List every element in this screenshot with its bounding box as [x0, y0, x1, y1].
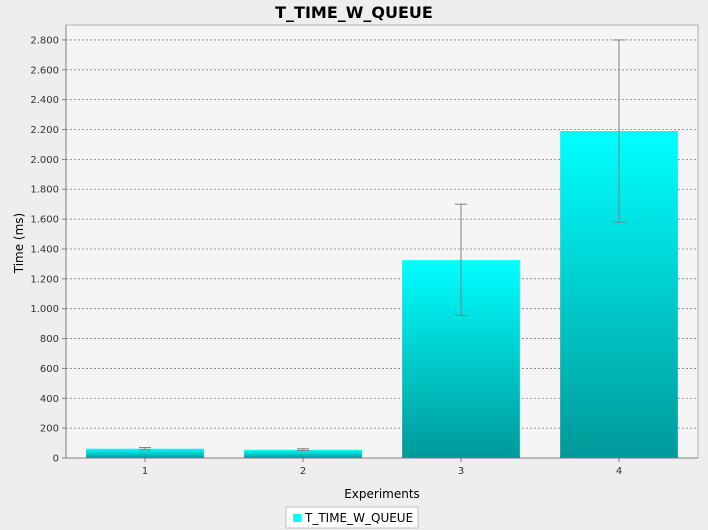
y-tick-label: 2.600: [30, 65, 59, 76]
y-tick-label: 1.400: [30, 244, 59, 255]
y-tick-label: 600: [40, 364, 59, 375]
x-axis-label: Experiments: [344, 487, 420, 501]
x-tick-label: 4: [616, 466, 622, 477]
bar-1: [86, 448, 204, 458]
y-tick-label: 400: [40, 394, 59, 405]
y-tick-label: 800: [40, 334, 59, 345]
bar-2: [244, 449, 362, 458]
y-tick-label: 1.000: [30, 304, 59, 315]
y-axis-label: Time (ms): [12, 213, 26, 275]
y-tick-label: 0: [53, 454, 59, 465]
y-tick-label: 2.200: [30, 125, 59, 136]
y-tick-label: 1.800: [30, 185, 59, 196]
chart-title: T_TIME_W_QUEUE: [275, 3, 433, 22]
legend-swatch: [293, 514, 301, 522]
legend-box: [285, 506, 419, 529]
y-tick-label: 2.400: [30, 95, 59, 106]
y-tick-label: 1.200: [30, 274, 59, 285]
y-tick-label: 2.000: [30, 155, 59, 166]
y-tick-label: 200: [40, 424, 59, 435]
x-tick-label: 2: [300, 466, 306, 477]
y-tick-label: 2.800: [30, 35, 59, 46]
legend: T_TIME_W_QUEUE: [285, 506, 419, 529]
x-tick-label: 1: [142, 466, 148, 477]
legend-entry: T_TIME_W_QUEUE: [304, 511, 413, 525]
x-tick-label: 3: [458, 466, 464, 477]
y-tick-label: 1.600: [30, 215, 59, 226]
